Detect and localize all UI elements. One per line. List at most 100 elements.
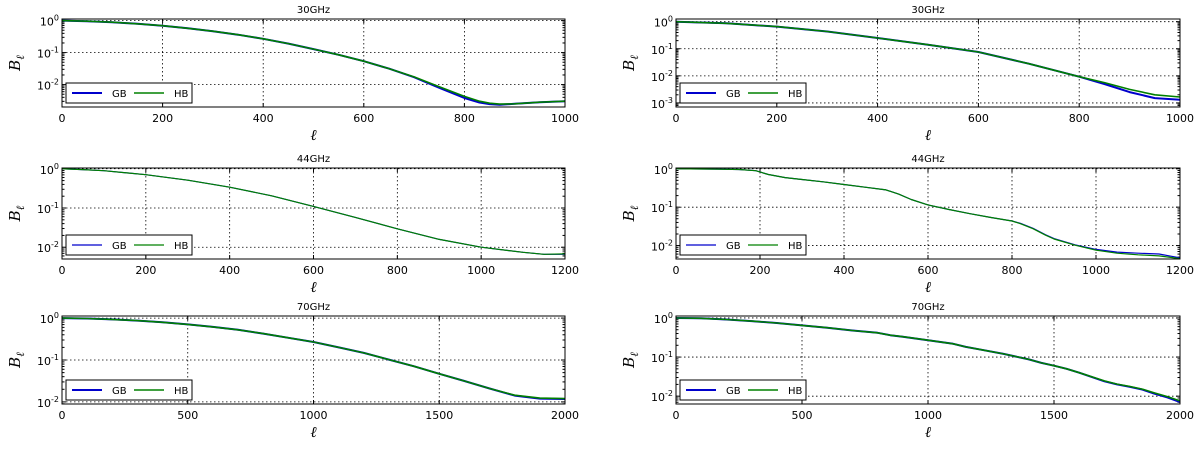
chart-title: 70GHz bbox=[911, 302, 944, 313]
y-tick-label: 10-2 bbox=[37, 240, 59, 255]
y-tick-label: 100 bbox=[654, 15, 673, 30]
x-tick-label: 0 bbox=[59, 264, 66, 277]
legend-box bbox=[679, 82, 807, 104]
x-tick-label: 200 bbox=[152, 112, 173, 125]
legend: GB HB bbox=[65, 379, 193, 401]
x-tick-label: 200 bbox=[766, 112, 787, 125]
y-tick-label: 100 bbox=[654, 311, 673, 326]
y-tick-label: 10-2 bbox=[37, 78, 59, 93]
legend-label-hb: HB bbox=[788, 241, 803, 252]
legend: GB HB bbox=[679, 82, 807, 104]
legend-box bbox=[65, 82, 193, 104]
x-tick-label: 2000 bbox=[551, 409, 579, 422]
x-tick-label: 1000 bbox=[1166, 112, 1194, 125]
legend-label-gb: GB bbox=[726, 89, 741, 100]
chart-panel-3: 44GHz 0 200 400 600 800 1000 1200 10-2 10-1 100 Bℓ ℓ… bbox=[6, 154, 579, 296]
x-tick-label: 800 bbox=[1069, 112, 1090, 125]
y-tick-label: 10-1 bbox=[651, 350, 673, 365]
series-line-hb bbox=[61, 168, 566, 255]
x-tick-label: 600 bbox=[353, 112, 374, 125]
legend: GB HB bbox=[679, 379, 807, 401]
chart-title: 70GHz bbox=[297, 302, 330, 313]
chart-panel-2: 30GHz 0 200 400 600 800 1000 10-3 10-2 10-1 100 Bℓ ℓ… bbox=[620, 5, 1194, 144]
x-tick-label: 600 bbox=[918, 264, 939, 277]
chart-title: 30GHz bbox=[297, 5, 330, 16]
x-tick-label: 2000 bbox=[1166, 409, 1194, 422]
x-tick-label: 1000 bbox=[1082, 264, 1110, 277]
x-axis-label: ℓ bbox=[310, 126, 316, 144]
y-tick-label: 100 bbox=[40, 162, 59, 177]
series-line-hb bbox=[675, 168, 1181, 260]
legend: GB HB bbox=[65, 234, 193, 256]
chart-panel-4: 44GHz 0 200 400 600 800 1000 1200 10-2 10-1 100 Bℓ ℓ… bbox=[620, 154, 1194, 296]
y-tick-label: 10-2 bbox=[651, 239, 673, 254]
chart-title: 30GHz bbox=[911, 5, 944, 16]
x-tick-label: 1000 bbox=[914, 409, 942, 422]
chart-panel-5: 70GHz 0 500 1000 1500 2000 10-2 10-1 100 Bℓ ℓ GB HB bbox=[6, 302, 579, 441]
x-tick-label: 1200 bbox=[1166, 264, 1194, 277]
series-line-hb bbox=[61, 19, 566, 105]
x-axis-label: ℓ bbox=[310, 278, 316, 296]
plot-frame bbox=[675, 167, 1181, 260]
y-tick-label: 100 bbox=[40, 311, 59, 326]
plot-frame bbox=[61, 315, 566, 405]
plot-frame bbox=[61, 167, 566, 260]
legend-label-gb: GB bbox=[112, 89, 127, 100]
legend: GB HB bbox=[679, 234, 807, 256]
y-axis-label: Bℓ bbox=[6, 205, 27, 222]
y-tick-label: 10-1 bbox=[37, 46, 59, 61]
y-tick-label: 10-1 bbox=[651, 42, 673, 57]
x-axis-label: ℓ bbox=[925, 278, 931, 296]
y-tick-label: 10-1 bbox=[37, 201, 59, 216]
legend-label-hb: HB bbox=[174, 241, 189, 252]
x-tick-label: 500 bbox=[177, 409, 198, 422]
chart-panel-1: 30GHz 0 200 400 600 800 1000 10-2 10-1 100 Bℓ ℓ GB HB bbox=[6, 5, 579, 144]
series-line-hb bbox=[675, 20, 1181, 98]
y-axis-label: Bℓ bbox=[6, 55, 27, 72]
x-tick-label: 800 bbox=[454, 112, 475, 125]
legend-label-hb: HB bbox=[788, 386, 803, 397]
y-tick-label: 10-3 bbox=[651, 96, 673, 111]
legend-label-gb: GB bbox=[726, 241, 741, 252]
x-tick-label: 0 bbox=[59, 112, 66, 125]
legend: GB HB bbox=[65, 82, 193, 104]
x-tick-label: 200 bbox=[135, 264, 156, 277]
x-tick-label: 1000 bbox=[300, 409, 328, 422]
plot-frame bbox=[675, 18, 1181, 108]
x-axis-label: ℓ bbox=[925, 423, 931, 441]
x-tick-label: 600 bbox=[968, 112, 989, 125]
y-axis-label: Bℓ bbox=[620, 352, 641, 369]
y-tick-label: 100 bbox=[40, 14, 59, 29]
y-axis-label: Bℓ bbox=[6, 352, 27, 369]
y-tick-label: 10-2 bbox=[651, 389, 673, 404]
x-tick-label: 0 bbox=[59, 409, 66, 422]
x-tick-label: 400 bbox=[867, 112, 888, 125]
legend-label-gb: GB bbox=[726, 386, 741, 397]
x-tick-label: 200 bbox=[750, 264, 771, 277]
x-tick-label: 800 bbox=[1002, 264, 1023, 277]
chart-panel-6: 70GHz 0 500 1000 1500 2000 10-2 10-1 100 Bℓ ℓ GB HB bbox=[620, 302, 1194, 441]
series-line-hb bbox=[61, 317, 566, 400]
x-axis-label: ℓ bbox=[310, 423, 316, 441]
legend-label-gb: GB bbox=[112, 241, 127, 252]
plot-frame bbox=[675, 315, 1181, 405]
legend-box bbox=[679, 379, 807, 401]
x-axis-label: ℓ bbox=[925, 126, 931, 144]
chart-title: 44GHz bbox=[911, 154, 944, 165]
legend-box bbox=[65, 379, 193, 401]
y-axis-label: Bℓ bbox=[620, 55, 641, 72]
x-tick-label: 800 bbox=[387, 264, 408, 277]
x-tick-label: 1200 bbox=[551, 264, 579, 277]
plot-frame bbox=[61, 18, 566, 108]
x-tick-label: 0 bbox=[673, 409, 680, 422]
y-tick-label: 10-1 bbox=[37, 353, 59, 368]
x-tick-label: 1000 bbox=[551, 112, 579, 125]
x-tick-label: 400 bbox=[219, 264, 240, 277]
x-tick-label: 500 bbox=[792, 409, 813, 422]
x-tick-label: 1500 bbox=[1040, 409, 1068, 422]
y-axis-label: Bℓ bbox=[620, 205, 641, 222]
legend-label-hb: HB bbox=[788, 89, 803, 100]
x-tick-label: 1500 bbox=[425, 409, 453, 422]
y-tick-label: 10-2 bbox=[37, 395, 59, 410]
